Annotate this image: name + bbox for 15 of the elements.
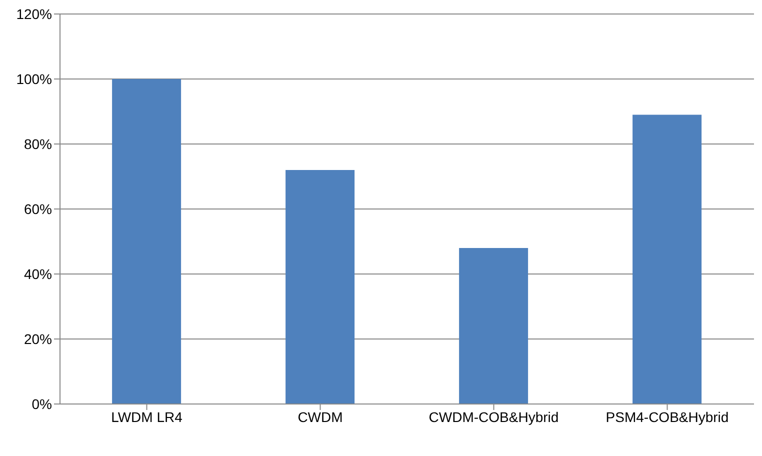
bar (112, 79, 182, 404)
x-tick-label: PSM4-COB&Hybrid (606, 408, 729, 425)
y-tick-label: 20% (24, 330, 52, 347)
x-tick-label: CWDM-COB&Hybrid (428, 408, 559, 425)
y-tick-label: 60% (24, 200, 52, 217)
y-tick-label: 80% (24, 136, 52, 152)
x-tick-label: LWDM LR4 (111, 408, 183, 425)
bar (286, 170, 355, 404)
y-tick-label: 120% (16, 6, 52, 22)
bar (632, 114, 702, 404)
y-tick-label: 0% (32, 396, 52, 412)
y-tick-label: 100% (16, 70, 52, 87)
bar (459, 248, 528, 404)
y-tick-label: 40% (24, 266, 52, 282)
x-tick-label: CWDM (298, 408, 343, 425)
